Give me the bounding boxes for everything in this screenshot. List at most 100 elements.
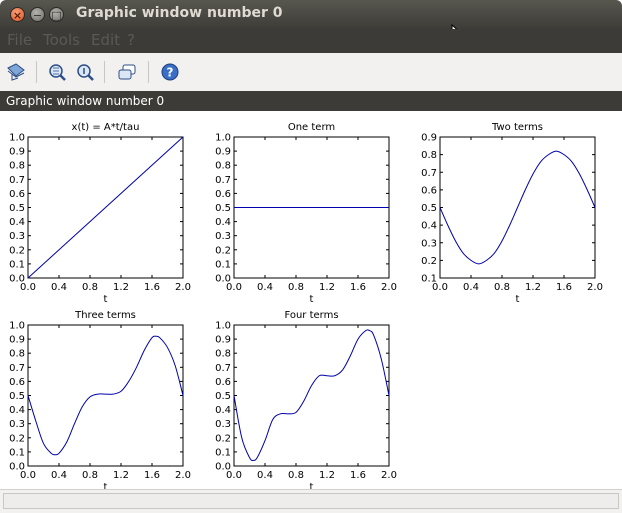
help-icon[interactable]: ? [160, 62, 180, 82]
x-tick-label: 1.6 [144, 282, 160, 293]
series-line [233, 329, 390, 461]
x-tick-label: 0.0 [226, 470, 242, 481]
y-tick-label: 0.4 [9, 217, 25, 228]
menu-edit[interactable]: Edit [91, 31, 121, 49]
x-tick-label: 0.8 [82, 282, 98, 293]
chart-0: x(t) = A*t/tau 0.0 0.4 0.8 1.2 1.6 2.0 0.0 0.1 0.… [9, 122, 191, 305]
x-axis-label: t [104, 482, 108, 489]
x-tick-label: 0.8 [288, 470, 304, 481]
maximize-button[interactable]: □ [49, 7, 64, 22]
x-tick-label: 0.4 [51, 282, 67, 293]
toolbar-separator [104, 61, 105, 83]
y-tick-label: 0.1 [215, 447, 231, 458]
y-tick-label: 0.3 [215, 419, 231, 430]
y-tick-label: 0.8 [215, 161, 231, 172]
chart-1: One term 0.0 0.4 0.8 1.2 1.6 2.0 0.0 0.1 0.2 0.3 0.… [215, 122, 397, 305]
y-tick-label: 0.8 [9, 161, 25, 172]
chart-title: x(t) = A*t/tau [72, 122, 140, 133]
x-tick-label: 1.6 [350, 282, 366, 293]
y-tick-label: 0.8 [9, 349, 25, 360]
x-tick-label: 0.8 [288, 282, 304, 293]
panel-title: Graphic window number 0 [0, 91, 622, 111]
x-axis-label: t [310, 482, 314, 489]
y-tick-label: 0.7 [215, 175, 231, 186]
maximize-icon: □ [51, 9, 62, 22]
svg-text:?: ? [167, 66, 174, 80]
y-tick-label: 0.6 [9, 189, 25, 200]
x-tick-label: 1.6 [144, 470, 160, 481]
y-tick-label: 0.6 [215, 377, 231, 388]
y-tick-label: 0.7 [421, 168, 437, 179]
x-tick-label: 2.0 [381, 470, 397, 481]
minimize-icon: − [32, 9, 43, 22]
y-tick-label: 1.0 [9, 321, 25, 332]
y-tick-label: 0.2 [215, 245, 231, 256]
y-tick-label: 0.3 [215, 231, 231, 242]
y-tick-label: 0.1 [215, 259, 231, 270]
datatip-icon[interactable] [6, 62, 26, 82]
x-tick-label: 2.0 [587, 282, 603, 293]
y-tick-label: 0.2 [215, 433, 231, 444]
x-axis-label: t [310, 294, 314, 305]
x-tick-label: 1.6 [350, 470, 366, 481]
y-tick-label: 0.9 [9, 335, 25, 346]
chart-title: One term [288, 122, 335, 133]
x-axis-label: t [516, 294, 520, 305]
y-tick-label: 0.8 [421, 150, 437, 161]
x-tick-label: 2.0 [175, 470, 191, 481]
y-tick-label: 0.5 [9, 391, 25, 402]
y-tick-label: 0.4 [215, 405, 231, 416]
y-tick-label: 0.1 [421, 274, 437, 285]
x-axis-label: t [104, 294, 108, 305]
y-tick-label: 0.6 [9, 377, 25, 388]
menu-tools[interactable]: Tools [43, 31, 80, 49]
series-line [27, 136, 184, 279]
x-tick-label: 0.4 [51, 470, 67, 481]
series-line [27, 335, 184, 456]
y-tick-label: 0.2 [421, 256, 437, 267]
x-tick-label: 1.6 [556, 282, 572, 293]
y-tick-label: 0.4 [9, 405, 25, 416]
plot-area: x(t) = A*t/tau 0.0 0.4 0.8 1.2 1.6 2.0 0.0 0.1 0.… [0, 111, 622, 493]
y-tick-label: 0.0 [215, 462, 231, 473]
x-tick-label: 1.2 [525, 282, 541, 293]
y-tick-label: 0.7 [9, 363, 25, 374]
minimize-button[interactable]: − [30, 7, 45, 22]
menu-file[interactable]: File [7, 31, 33, 49]
y-tick-label: 0.1 [9, 259, 25, 270]
x-tick-label: 0.4 [257, 470, 273, 481]
rotate-icon[interactable] [117, 62, 137, 82]
close-icon: × [12, 9, 23, 22]
y-tick-label: 0.9 [215, 147, 231, 158]
y-tick-label: 0.2 [9, 433, 25, 444]
y-tick-label: 0.0 [9, 462, 25, 473]
toolbar-separator [36, 61, 37, 83]
y-tick-label: 0.6 [421, 185, 437, 196]
series-line [439, 150, 596, 265]
y-tick-label: 1.0 [215, 133, 231, 144]
chart-3: Three terms 0.0 0.4 0.8 1.2 1.6 2.0 0.0 0.1 0.2 0.… [9, 310, 191, 493]
chart-title: Four terms [284, 310, 338, 321]
y-tick-label: 0.9 [421, 133, 437, 144]
zoom-icon[interactable] [47, 62, 67, 82]
x-tick-label: 0.0 [20, 282, 36, 293]
y-tick-label: 0.1 [9, 447, 25, 458]
x-tick-label: 0.0 [432, 282, 448, 293]
chart-title: Three terms [74, 310, 136, 321]
x-tick-label: 1.2 [319, 282, 335, 293]
menu-help[interactable]: ? [127, 31, 135, 49]
x-tick-label: 0.4 [463, 282, 479, 293]
y-tick-label: 0.5 [215, 203, 231, 214]
y-tick-label: 0.3 [421, 238, 437, 249]
x-tick-label: 2.0 [175, 282, 191, 293]
y-tick-label: 0.5 [421, 203, 437, 214]
x-tick-label: 1.2 [113, 282, 129, 293]
x-tick-label: 1.2 [113, 470, 129, 481]
x-tick-label: 0.4 [257, 282, 273, 293]
close-button[interactable]: × [10, 7, 25, 22]
menu-bar: File Tools Edit ? [0, 29, 622, 53]
status-field [3, 493, 619, 509]
y-tick-label: 0.2 [9, 245, 25, 256]
zoom-reset-icon[interactable] [75, 62, 95, 82]
